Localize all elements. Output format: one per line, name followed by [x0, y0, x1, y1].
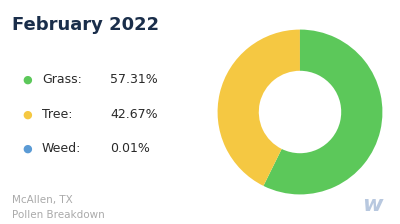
Text: 42.67%: 42.67% [110, 108, 158, 121]
Text: McAllen, TX
Pollen Breakdown: McAllen, TX Pollen Breakdown [12, 195, 105, 220]
Text: 0.01%: 0.01% [110, 142, 150, 155]
Wedge shape [264, 30, 382, 194]
Wedge shape [218, 30, 300, 186]
Text: w: w [362, 195, 382, 215]
Text: ●: ● [22, 109, 32, 119]
Text: Tree:: Tree: [42, 108, 72, 121]
Text: ●: ● [22, 75, 32, 84]
Text: 57.31%: 57.31% [110, 73, 158, 86]
Text: February 2022: February 2022 [12, 16, 159, 34]
Text: Weed:: Weed: [42, 142, 81, 155]
Text: Grass:: Grass: [42, 73, 82, 86]
Text: ●: ● [22, 144, 32, 154]
